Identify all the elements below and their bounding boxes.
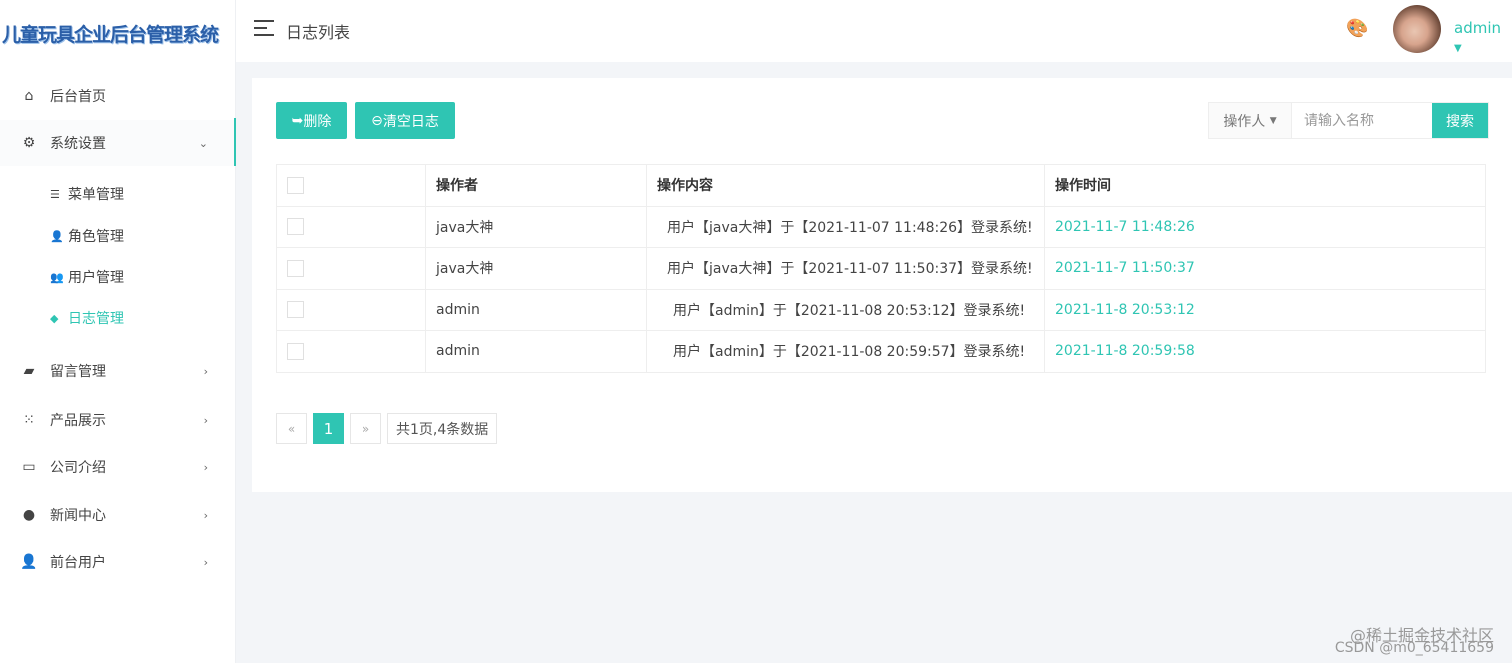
sidebar-subitem-roles[interactable]: 👤 角色管理 <box>50 221 124 251</box>
avatar[interactable] <box>1393 5 1441 53</box>
cell-operator: admin <box>425 288 647 331</box>
sidebar-item-label: 新闻中心 <box>50 508 106 524</box>
pagination-info: 共1页,4条数据 <box>387 413 498 444</box>
gear-icon: ⚙ <box>22 135 36 151</box>
chevron-right-icon: › <box>203 413 208 427</box>
cell-operator: admin <box>425 330 647 373</box>
sidebar-item-label: 后台首页 <box>50 89 106 105</box>
sidebar-item-label: 前台用户 <box>50 555 106 571</box>
users-icon: 👥 <box>50 270 64 284</box>
header-time: 操作时间 <box>1044 164 1486 207</box>
watermark-csdn: CSDN @m0_65411659 <box>1334 640 1494 656</box>
row-checkbox[interactable] <box>287 342 304 360</box>
cell-content: 用户【admin】于【2021-11-08 20:59:57】登录系统! <box>646 330 1045 373</box>
chevron-right-icon: › <box>203 555 208 569</box>
palette-icon[interactable]: 🎨 <box>1346 18 1369 39</box>
table-header: 操作者 操作内容 操作时间 <box>276 164 1486 207</box>
page-1-button[interactable]: 1 <box>313 413 344 444</box>
list-icon: ☰ <box>50 187 60 201</box>
watermark-juejin: @稀土掘金技术社区 <box>1349 626 1494 645</box>
sidebar-item-news[interactable]: ● 新闻中心 › <box>0 492 236 538</box>
sidebar-subitem-logs[interactable]: ◆ 日志管理 <box>50 303 124 333</box>
active-indicator <box>234 118 236 166</box>
news-icon: ● <box>22 507 36 523</box>
sidebar-item-system-settings[interactable]: ⚙ 系统设置 ⌄ <box>0 120 236 166</box>
cell-content: 用户【admin】于【2021-11-08 20:53:12】登录系统! <box>646 288 1045 331</box>
search-button[interactable]: 搜索 <box>1432 103 1488 138</box>
cell-time: 2021-11-8 20:59:58 <box>1044 330 1486 373</box>
delete-icon: ➥ <box>291 112 304 129</box>
cell-content: 用户【java大神】于【2021-11-07 11:50:37】登录系统! <box>646 247 1045 290</box>
clear-logs-button[interactable]: ⊖ 清空日志 <box>355 102 455 139</box>
sidebar-subitem-label: 日志管理 <box>68 311 124 327</box>
pagination: « 1 » 共1页,4条数据 <box>276 413 498 444</box>
user-icon: 👤 <box>20 554 38 570</box>
cell-content: 用户【java大神】于【2021-11-07 11:48:26】登录系统! <box>646 205 1045 248</box>
laptop-icon: ▭ <box>22 459 36 475</box>
sidebar-item-label: 公司介绍 <box>50 460 106 476</box>
menu-toggle-icon[interactable] <box>254 20 274 36</box>
sidebar-item-label: 系统设置 <box>50 136 106 152</box>
prev-page-button[interactable]: « <box>276 413 307 444</box>
sidebar-item-frontend-users[interactable]: 👤 前台用户 › <box>0 539 236 585</box>
cell-time: 2021-11-7 11:48:26 <box>1044 205 1486 248</box>
delete-label: 删除 <box>303 113 332 130</box>
user-name: admin <box>1454 19 1501 37</box>
user-menu[interactable]: admin ▼ <box>1454 19 1512 55</box>
home-icon: ⌂ <box>24 88 34 104</box>
cell-operator: java大神 <box>425 205 647 248</box>
row-checkbox[interactable] <box>287 259 304 277</box>
app-logo: 儿童玩具企业后台管理系统 <box>2 24 219 46</box>
user-cog-icon: 👤 <box>50 229 64 243</box>
comment-icon: ▰ <box>23 363 35 379</box>
search-bar: 操作人 ▼ 搜索 <box>1208 102 1489 139</box>
cell-time: 2021-11-7 11:50:37 <box>1044 247 1486 290</box>
sidebar-item-label: 产品展示 <box>50 413 106 429</box>
delete-button[interactable]: ➥ 删除 <box>276 102 347 139</box>
cell-time: 2021-11-8 20:53:12 <box>1044 288 1486 331</box>
sidebar: 儿童玩具企业后台管理系统 ⌂ 后台首页 ⚙ 系统设置 ⌄ ☰ 菜单管理 👤 角色管理 👥 用… <box>0 0 236 663</box>
header-operator: 操作者 <box>425 164 647 207</box>
sidebar-item-home[interactable]: ⌂ 后台首页 <box>0 73 236 119</box>
header-content: 操作内容 <box>646 164 1045 207</box>
row-checkbox[interactable] <box>287 301 304 319</box>
top-header: 日志列表 🎨 admin ▼ <box>236 0 1512 62</box>
page-title: 日志列表 <box>286 23 351 42</box>
sidebar-item-label: 留言管理 <box>50 364 106 380</box>
select-all-checkbox[interactable] <box>287 176 304 194</box>
sidebar-subitem-label: 角色管理 <box>68 229 124 245</box>
sidebar-item-company[interactable]: ▭ 公司介绍 › <box>0 444 236 490</box>
sidebar-subitem-users[interactable]: 👥 用户管理 <box>50 262 124 292</box>
log-list-card: ➥删除 ⊖清空日志 操作人 ▼ 搜索 操作者 操作内容 操作时间 java大神用… <box>252 78 1512 492</box>
operator-select[interactable]: 操作人 ▼ <box>1209 103 1292 138</box>
next-page-button[interactable]: » <box>350 413 381 444</box>
operator-select-value: 操作人 <box>1223 113 1266 130</box>
sidebar-item-products[interactable]: ⁙ 产品展示 › <box>0 397 236 443</box>
tag-icon: ◆ <box>50 311 59 325</box>
sidebar-subitem-label: 菜单管理 <box>68 187 124 203</box>
sidebar-subitem-menu[interactable]: ☰ 菜单管理 <box>50 179 124 209</box>
chevron-right-icon: › <box>203 364 208 378</box>
caret-down-icon: ▼ <box>1269 115 1277 126</box>
chevron-down-icon: ⌄ <box>198 136 208 150</box>
clear-label: 清空日志 <box>382 113 439 130</box>
table-row: admin 用户【admin】于【2021-11-08 20:59:57】登录系统… <box>276 330 1486 373</box>
grid-icon: ⁙ <box>23 412 35 428</box>
table-row: admin 用户【admin】于【2021-11-08 20:53:12】登录系统… <box>276 288 1486 331</box>
table-row: java大神 用户【java大神】于【2021-11-07 11:48:26】登录… <box>276 205 1486 248</box>
trash-icon: ⊖ <box>371 112 383 129</box>
caret-down-icon: ▼ <box>1454 43 1462 54</box>
search-input[interactable] <box>1292 103 1432 138</box>
table-row: java大神 用户【java大神】于【2021-11-07 11:50:37】登录… <box>276 247 1486 290</box>
chevron-right-icon: › <box>203 460 208 474</box>
row-checkbox[interactable] <box>287 218 304 236</box>
cell-operator: java大神 <box>425 247 647 290</box>
log-table: 操作者 操作内容 操作时间 java大神 用户【java大神】于【2021-11-… <box>276 164 1486 373</box>
chevron-right-icon: › <box>203 508 208 522</box>
sidebar-subitem-label: 用户管理 <box>68 270 124 286</box>
sidebar-item-messages[interactable]: ▰ 留言管理 › <box>0 348 236 394</box>
